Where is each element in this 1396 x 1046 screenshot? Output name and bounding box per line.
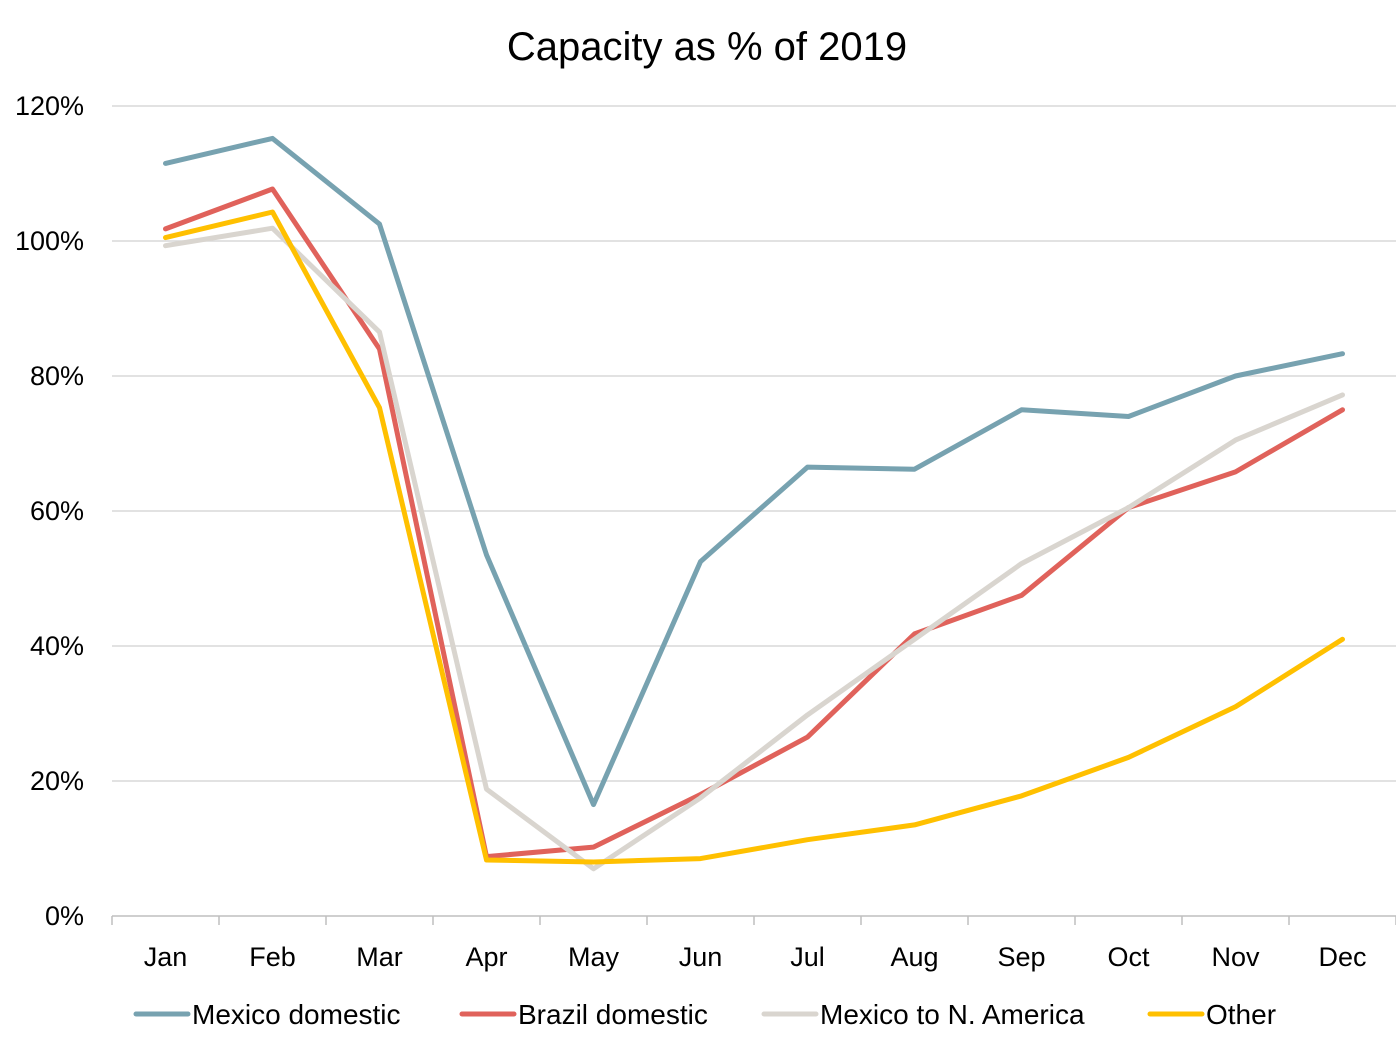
x-tick-label: May xyxy=(568,942,620,972)
legend-item: Brazil domestic xyxy=(459,999,708,1030)
x-tick-label: Apr xyxy=(465,942,507,972)
series-line-mexico-to-n-america xyxy=(163,225,1345,872)
x-tick-label: Mar xyxy=(356,942,403,972)
legend-label: Brazil domestic xyxy=(518,999,708,1030)
x-tick-label: Feb xyxy=(249,942,296,972)
series-lines xyxy=(163,135,1345,872)
x-tick-label: Jun xyxy=(679,942,723,972)
legend: Mexico domestic Brazil domestic Mexico to … xyxy=(133,999,1276,1030)
legend-item: Mexico domestic xyxy=(133,999,401,1030)
y-tick-label: 0% xyxy=(45,901,84,931)
x-tick-label: Nov xyxy=(1211,942,1260,972)
y-tick-label: 100% xyxy=(15,226,84,256)
series-line-other xyxy=(163,209,1345,865)
legend-item: Mexico to N. America xyxy=(761,999,1085,1030)
legend-item: Other xyxy=(1147,999,1276,1030)
x-axis: Jan Feb Mar Apr May Jun Jul Aug Sep Oct Nov Dec xyxy=(111,915,1396,972)
x-tick-label: Jul xyxy=(790,942,825,972)
y-tick-label: 60% xyxy=(30,496,84,526)
y-tick-label: 20% xyxy=(30,766,84,796)
gridlines xyxy=(112,105,1396,782)
x-tick-label: Dec xyxy=(1318,942,1366,972)
x-tick-label: Sep xyxy=(997,942,1045,972)
x-tick-label: Jan xyxy=(144,942,188,972)
series-line-mexico-domestic xyxy=(163,135,1345,808)
y-tick-label: 120% xyxy=(15,91,84,121)
y-tick-label: 80% xyxy=(30,361,84,391)
legend-label: Mexico to N. America xyxy=(820,999,1085,1030)
legend-label: Other xyxy=(1206,999,1276,1030)
y-axis: 0% 20% 40% 60% 80% 100% 120% xyxy=(15,91,84,931)
x-tick-label: Aug xyxy=(890,942,938,972)
chart-title: Capacity as % of 2019 xyxy=(507,25,907,69)
series-line-brazil-domestic xyxy=(163,186,1345,860)
y-tick-label: 40% xyxy=(30,631,84,661)
x-tick-label: Oct xyxy=(1107,942,1150,972)
legend-label: Mexico domestic xyxy=(192,999,401,1030)
